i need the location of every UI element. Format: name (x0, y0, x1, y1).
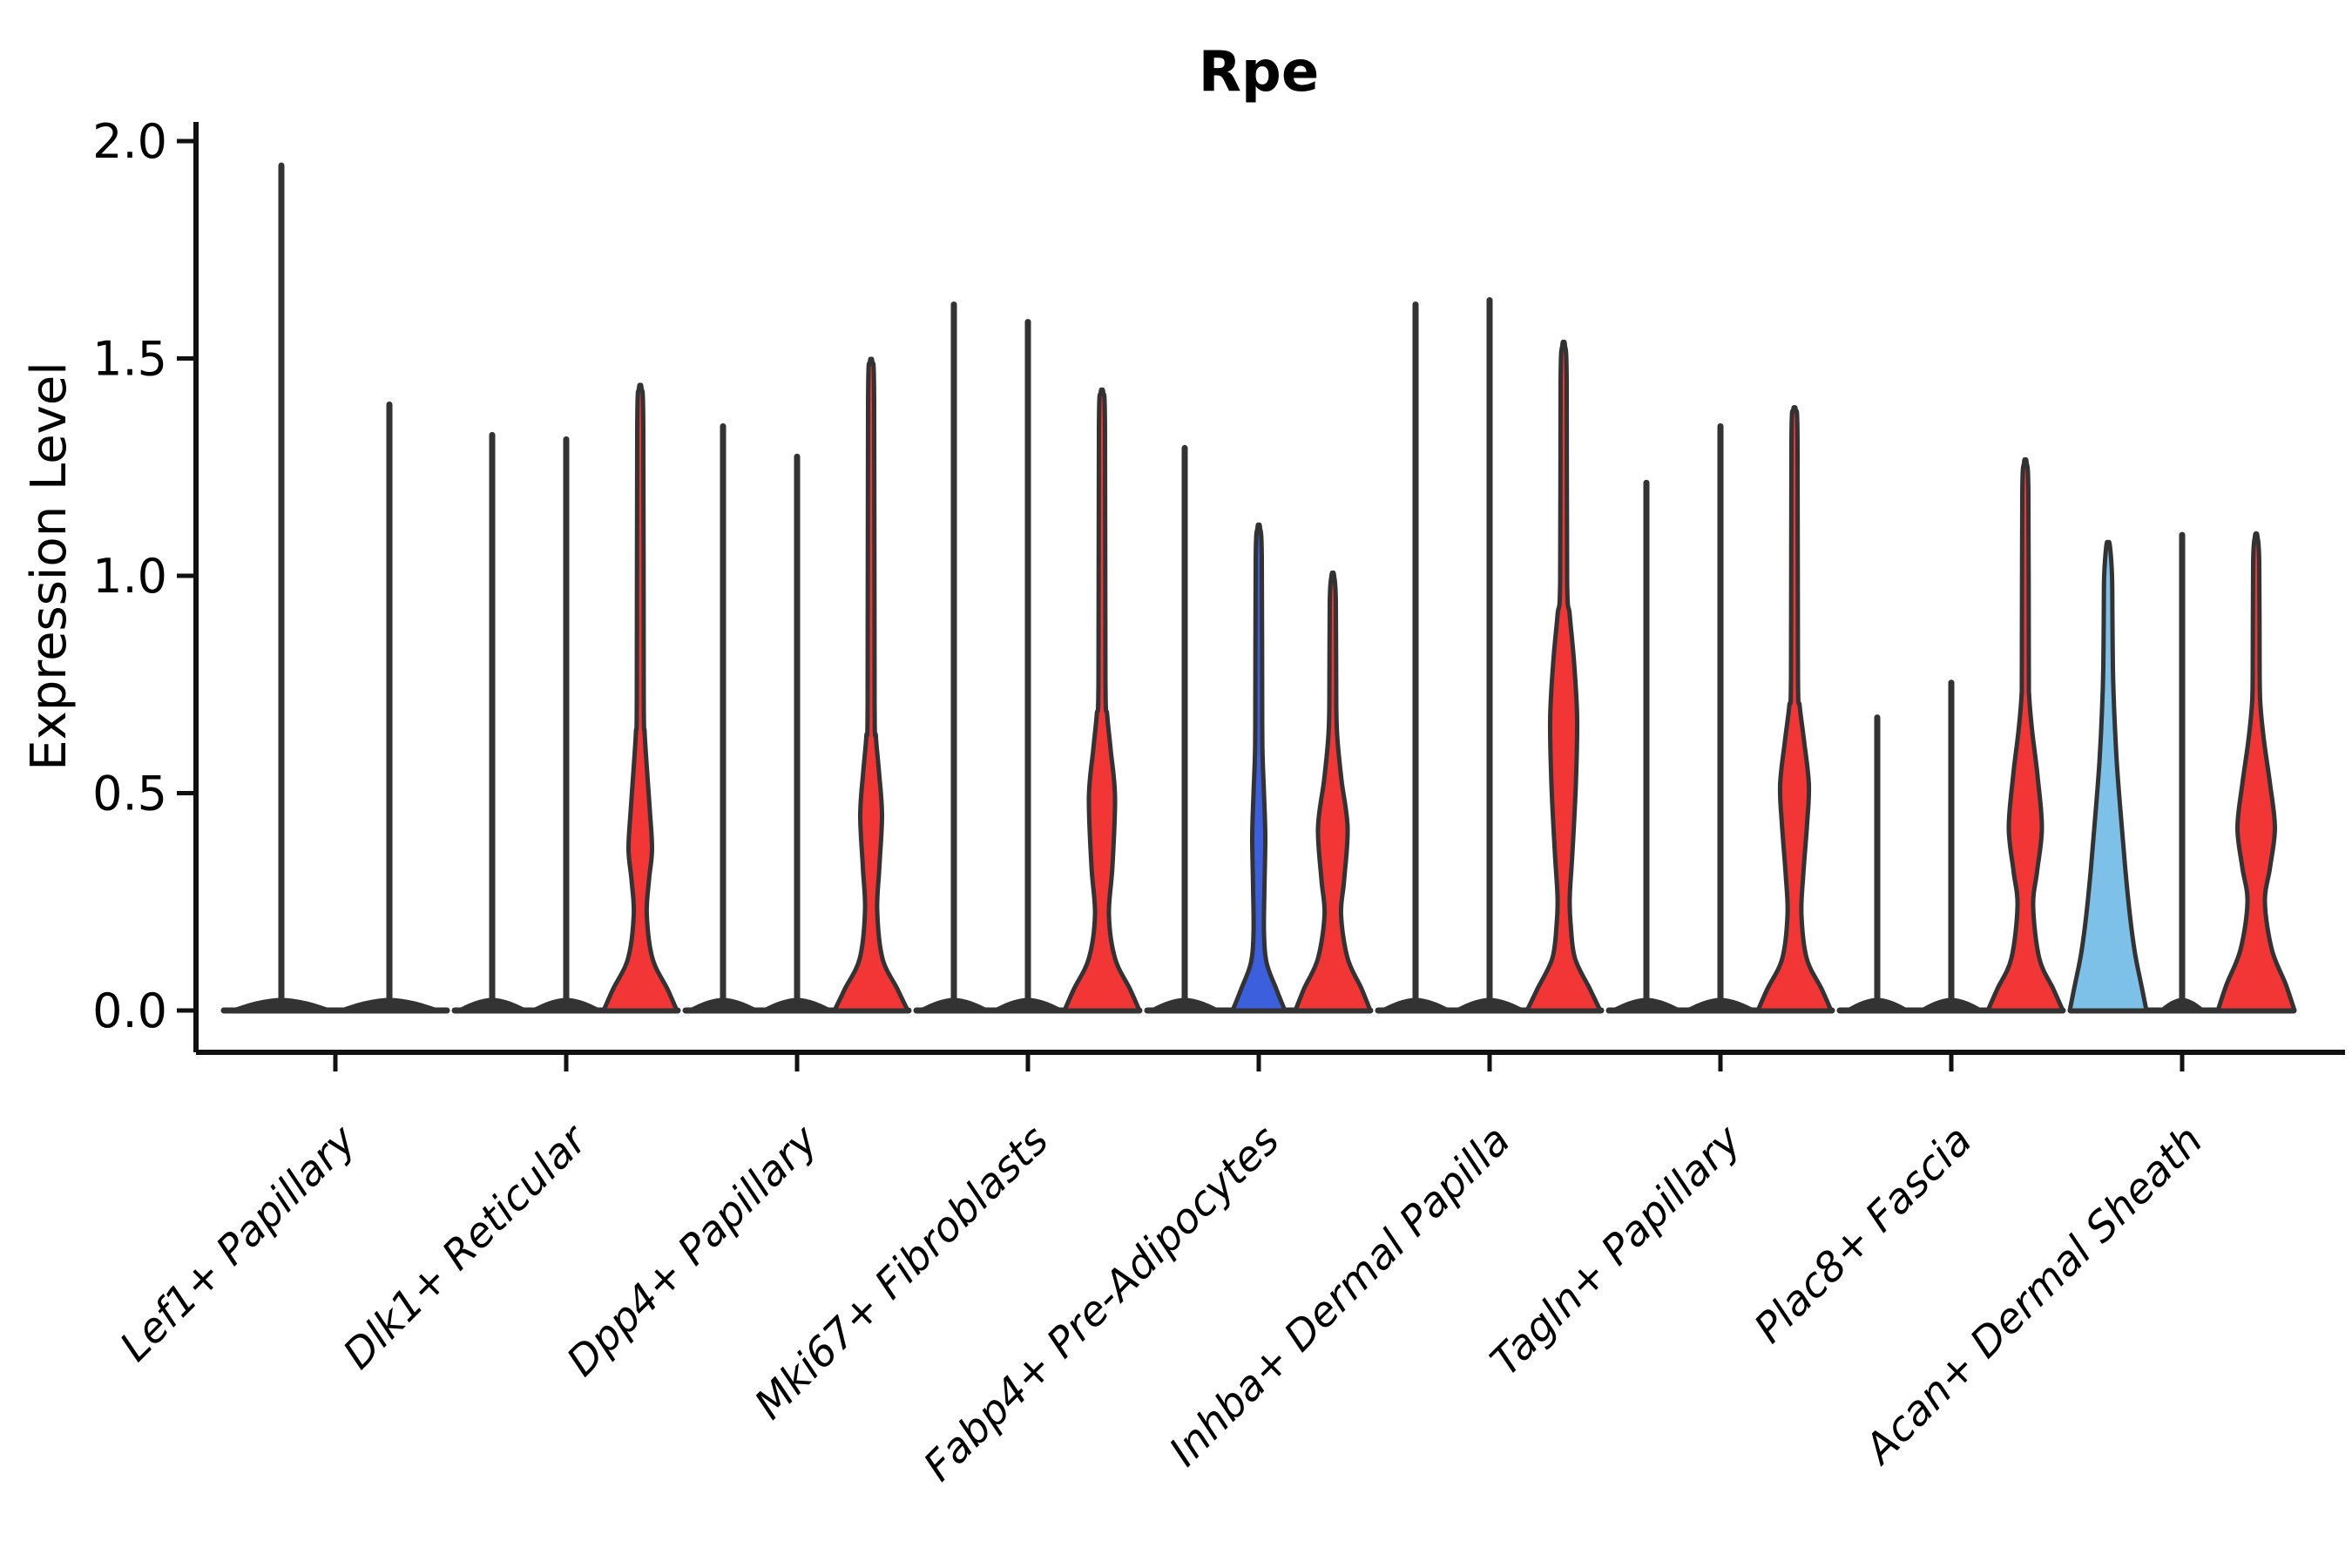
violin-Fabp4+ Pre-Adipocytes (1230, 522, 1288, 1013)
y-tick-label: 0.5 (92, 767, 167, 821)
chart-title: Rpe (1199, 40, 1320, 105)
x-tick-label: Dpp4+ Papillary (558, 1116, 828, 1386)
violin-Acan+ Dermal Sheath (2067, 539, 2149, 1013)
x-tick-label: Tagln+ Papillary (1482, 1116, 1752, 1386)
y-tick-label: 2.0 (92, 114, 167, 169)
y-tick-label: 1.5 (92, 332, 167, 387)
violin-Plac8+ Fascia (1985, 456, 2065, 1013)
violin-Tagln+ Papillary (1755, 405, 1834, 1013)
violin-layer (220, 162, 2297, 1014)
violin-Fabp4+ Pre-Adipocytes (1293, 570, 1373, 1013)
violin-Dpp4+ Papillary (832, 356, 910, 1013)
violin-Inhba+ Dermal Papilla (1524, 339, 1603, 1013)
violin-Acan+ Dermal Sheath (2215, 531, 2297, 1013)
y-tick-label: 1.0 (92, 549, 167, 604)
violin-Mki67+ Fibroblasts (1062, 387, 1142, 1013)
x-tick-label: Dlk1+ Reticular (335, 1115, 598, 1379)
x-tick-label: Lef1+ Papillary (111, 1116, 366, 1371)
x-tick-label: Plac8+ Fascia (1745, 1117, 1981, 1353)
violin-Dlk1+ Reticular (601, 382, 679, 1013)
y-tick-label: 0.0 (92, 983, 167, 1038)
y-axis-label: Expression Level (21, 362, 78, 771)
